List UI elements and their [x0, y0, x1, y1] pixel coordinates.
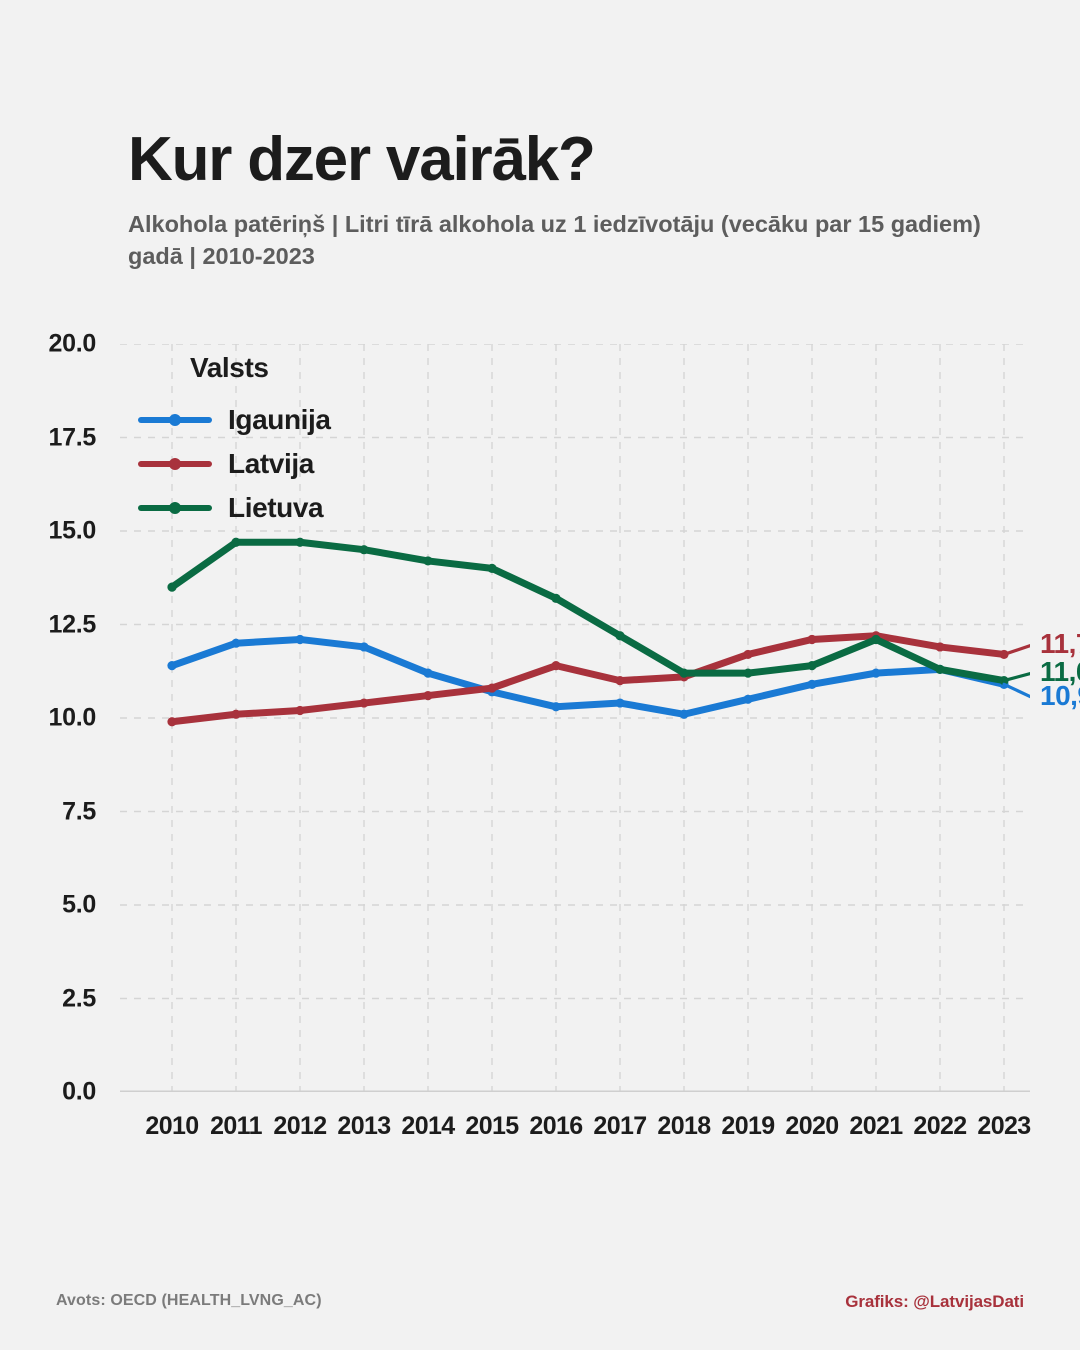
leader-line-latvija [1002, 644, 1030, 657]
end-label-latvija: 11,7 [1040, 628, 1080, 660]
x-axis-tick-label: 2019 [721, 1112, 775, 1140]
data-point [423, 690, 433, 701]
legend-swatch-icon [138, 497, 212, 519]
header: Kur dzer vairāk? Alkohola patēriņš | Lit… [128, 128, 1028, 273]
data-point [231, 537, 241, 547]
x-axis-tick-label: 2013 [337, 1112, 391, 1140]
data-point [807, 634, 817, 645]
data-point [615, 631, 625, 641]
y-axis: 0.0 2.5 5.0 7.5 10.0 12.5 15.0 17.5 20.0 [0, 330, 97, 1106]
y-axis-tick-label: 10.0 [48, 703, 97, 732]
chart-container: 0.0 2.5 5.0 7.5 10.0 12.5 15.0 17.5 20.0 [0, 330, 1080, 1120]
series-line-latvija [168, 632, 1008, 726]
data-point [743, 649, 753, 660]
data-point [807, 661, 817, 671]
legend-item-label: Latvija [228, 448, 314, 479]
x-axis-tick-label: 2021 [849, 1112, 903, 1140]
data-point [743, 694, 753, 704]
legend-swatch-icon [138, 409, 212, 431]
x-axis-tick-label: 2022 [913, 1112, 967, 1140]
series-line-lietuva [168, 538, 1008, 685]
y-axis-tick-label: 7.5 [62, 797, 96, 825]
x-axis-tick-label: 2012 [273, 1112, 327, 1140]
x-axis-tick-label: 2018 [657, 1112, 711, 1140]
data-point [167, 582, 177, 592]
line-chart-svg [120, 344, 1030, 1092]
data-point [551, 593, 561, 603]
data-point [743, 668, 753, 678]
data-point [359, 642, 369, 652]
y-axis-tick-label: 20.0 [48, 329, 97, 358]
data-point [807, 679, 817, 689]
legend-title: Valsts [190, 352, 269, 383]
legend-item-lietuva[interactable]: Lietuva [138, 486, 510, 530]
leader-line-lietuva [1002, 671, 1030, 683]
x-axis-tick-label: 2016 [529, 1112, 583, 1140]
y-axis-tick-label: 12.5 [48, 610, 97, 638]
y-axis-tick-label: 2.5 [62, 984, 96, 1012]
x-axis-tick-label: 2023 [977, 1112, 1031, 1140]
x-axis: 2010 2011 2012 2013 2014 2015 2016 2017 2018 2019… [0, 1112, 1080, 1160]
data-point [935, 664, 945, 674]
x-axis-tick-label: 2017 [593, 1112, 647, 1140]
x-axis-tick-label: 2014 [401, 1112, 455, 1140]
data-point [167, 717, 177, 727]
legend-item-latvija[interactable]: Latvija [138, 442, 510, 486]
data-point [487, 683, 497, 693]
data-point [359, 545, 369, 555]
legend-item-label: Igaunija [228, 404, 331, 435]
data-point [551, 702, 561, 712]
page-subtitle: Alkohola patēriņš | Litri tīrā alkohola … [128, 211, 981, 269]
credit-note: Grafiks: @LatvijasDati [845, 1292, 1024, 1311]
leader-line-igaunija [1002, 682, 1030, 699]
legend-items: Igaunija Latvija Lietuva [138, 398, 510, 530]
x-axis-tick-label: 2010 [145, 1112, 199, 1140]
data-point [231, 709, 241, 719]
legend-item-label: Lietuva [228, 492, 324, 523]
data-point [935, 642, 945, 652]
data-point [615, 698, 625, 708]
legend-swatch-icon [138, 453, 212, 475]
legend-item-igaunija[interactable]: Igaunija [138, 398, 510, 442]
x-axis-tick-label: 2011 [210, 1112, 262, 1140]
source-note: Avots: OECD (HEALTH_LVNG_AC) [56, 1292, 322, 1309]
x-axis-tick-label: 2020 [785, 1112, 839, 1140]
data-point [679, 668, 689, 678]
data-point [231, 638, 241, 648]
data-point [359, 698, 369, 708]
series-line-igaunija [168, 635, 1008, 718]
data-point [679, 709, 689, 719]
data-point [295, 634, 305, 645]
y-axis-tick-label: 15.0 [48, 516, 97, 545]
plot-area [110, 344, 1030, 1092]
data-point [487, 563, 497, 573]
data-point [295, 705, 305, 716]
data-point [423, 556, 433, 566]
y-axis-tick-label: 17.5 [48, 423, 97, 451]
data-point [615, 676, 625, 686]
data-point [423, 668, 433, 678]
data-point [551, 661, 561, 671]
data-point [295, 537, 305, 547]
y-axis-tick-label: 0.0 [62, 1077, 96, 1106]
end-label-lietuva: 11,0 [1040, 656, 1080, 688]
chart-legend: Valsts Igaunija Latvija Lietuva [138, 352, 510, 530]
data-point [871, 668, 881, 678]
data-point [871, 634, 881, 645]
end-label-igaunija: 10,9 [1040, 680, 1080, 712]
x-axis-tick-label: 2015 [465, 1112, 519, 1140]
page-title: Kur dzer vairāk? [128, 125, 596, 194]
y-axis-tick-label: 5.0 [62, 890, 96, 919]
data-point [167, 661, 177, 671]
